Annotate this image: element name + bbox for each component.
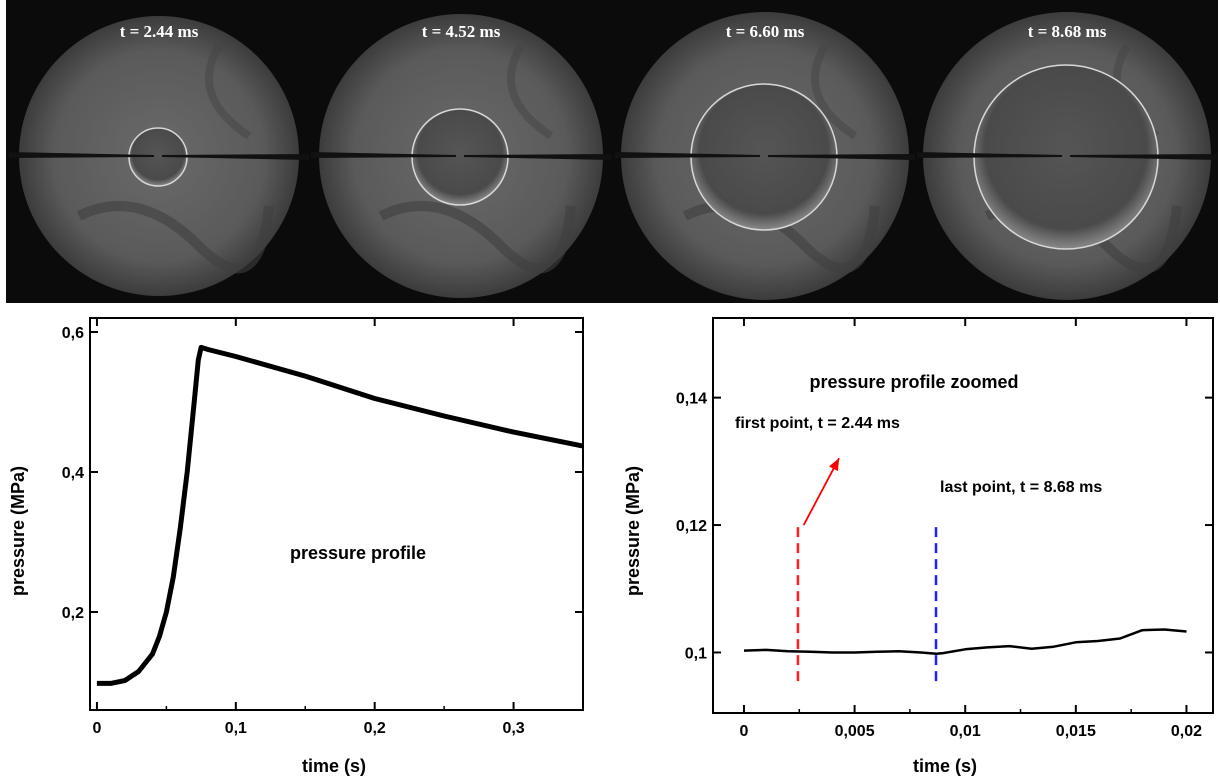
y-tick-label: 0,12 (676, 518, 707, 535)
flame-image-2 (311, 14, 611, 298)
frame-time-label-2: t = 4.52 ms (421, 22, 501, 41)
last-point-label: last point, t = 8.68 ms (940, 479, 1102, 496)
chart-annotation: pressure profile zoomed (809, 372, 1018, 392)
x-tick-label: 0,2 (364, 720, 386, 737)
arrow-head (829, 458, 840, 472)
schlieren-frame-1: t = 2.44 ms (9, 0, 309, 303)
y-axis-label: pressure (MPa) (623, 466, 643, 596)
x-axis-label: time (s) (913, 756, 977, 776)
pressure-series-line (96, 344, 584, 686)
x-tick-label: 0,02 (1171, 723, 1202, 740)
chart-marks: 0 0,1 0,2 0,3 0,2 0,4 0,6 (62, 317, 584, 737)
y-tick-label: 0,1 (685, 645, 707, 662)
electrode-right (162, 154, 309, 160)
turbulence-streak (76, 201, 274, 274)
electrode-right (768, 154, 915, 160)
turbulence-streak (507, 43, 554, 140)
x-axis-label: time (s) (302, 756, 366, 776)
turbulence-streak (811, 43, 858, 140)
schlieren-frame-3: t = 6.60 ms (615, 0, 915, 303)
y-axis-label: pressure (MPa) (8, 466, 28, 596)
y-tick-label: 0,6 (62, 325, 84, 342)
chart-marks: 0 0,005 0,01 0,015 0,02 0,1 0,12 0,14 (676, 317, 1214, 740)
y-tick-label: 0,14 (676, 391, 707, 408)
pressure-profile-chart: 0 0,1 0,2 0,3 0,2 0,4 0,6 pressure profile tim… (8, 317, 584, 776)
schlieren-photo-strip: t = 2.44 ms t = 4.52 ms t = 6.60 ms t = … (6, 0, 1218, 303)
turbulence-streak (378, 201, 576, 274)
electrode-left (917, 152, 1062, 158)
annotation-arrow (802, 457, 840, 526)
schlieren-frame-4: t = 8.68 ms (917, 0, 1217, 303)
x-tick-label: 0,1 (225, 720, 247, 737)
plot-frame (712, 317, 1214, 714)
frame-time-label-3: t = 6.60 ms (725, 22, 805, 41)
flame-image-1 (9, 16, 309, 296)
x-tick-label: 0,01 (950, 723, 981, 740)
electrode-right (1070, 154, 1217, 160)
turbulence-streak (205, 43, 252, 140)
chart-annotation: pressure profile (290, 543, 426, 563)
pressure-profile-zoomed-chart: 0 0,005 0,01 0,015 0,02 0,1 0,12 0,14 pressure … (623, 317, 1214, 776)
schlieren-frame-2: t = 4.52 ms (311, 0, 611, 303)
x-tick-label: 0,015 (1056, 723, 1096, 740)
plot-frame (89, 317, 584, 711)
y-tick-label: 0,2 (62, 605, 84, 622)
electrode-right (464, 154, 611, 160)
x-tick-label: 0 (740, 723, 749, 740)
pressure-series-line (743, 628, 1187, 656)
electrode-left (9, 152, 154, 158)
flame-image-3 (615, 12, 915, 300)
electrode-left (615, 152, 760, 158)
x-tick-label: 0,005 (835, 723, 875, 740)
frame-time-label-1: t = 2.44 ms (119, 22, 199, 41)
first-point-label: first point, t = 2.44 ms (735, 415, 900, 432)
flame-image-4 (917, 12, 1217, 300)
x-tick-label: 0 (92, 720, 101, 737)
x-tick-label: 0,3 (502, 720, 524, 737)
electrode-left (311, 152, 456, 158)
y-tick-label: 0,4 (62, 465, 84, 482)
frame-time-label-4: t = 8.68 ms (1027, 22, 1107, 41)
